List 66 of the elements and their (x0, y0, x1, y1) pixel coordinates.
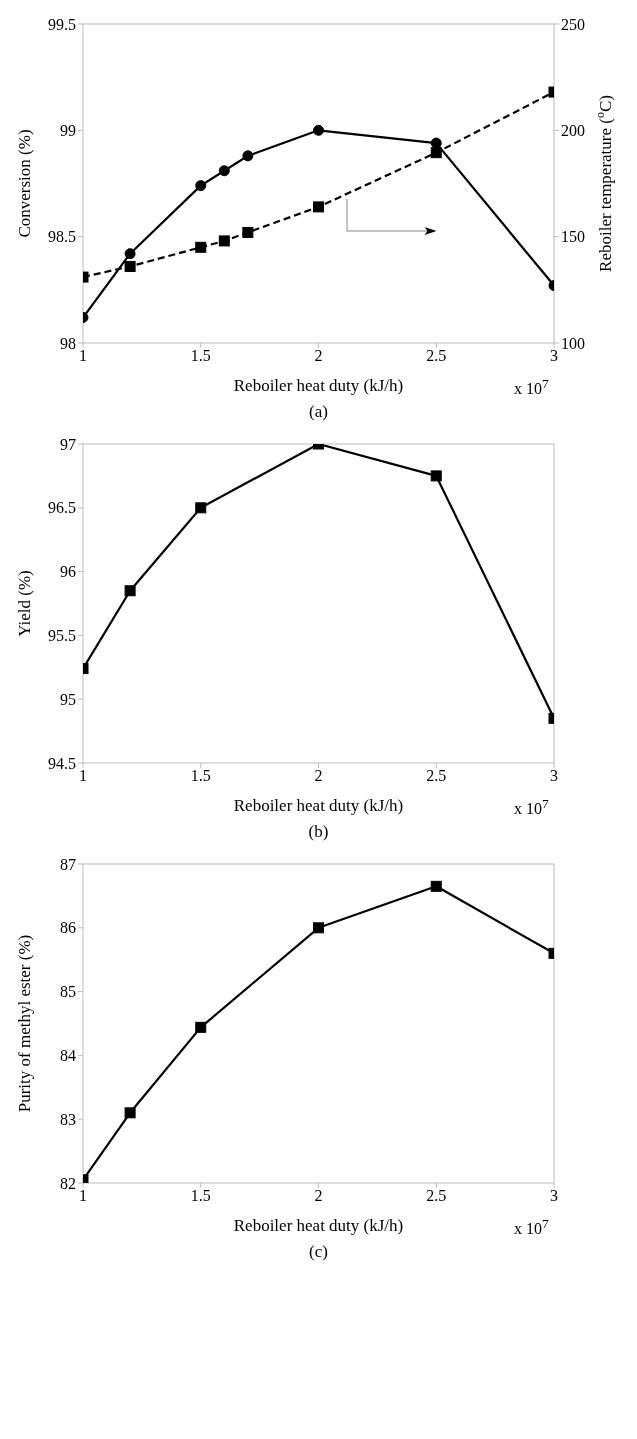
x-axis-title: Reboiler heat duty (kJ/h) (233, 376, 404, 395)
x-tick-label: 3 (550, 347, 558, 365)
y-tick-label: 83 (60, 1110, 76, 1128)
y-tick-label: 85 (60, 983, 76, 1001)
y-tick-label: 96 (60, 563, 76, 581)
point (242, 226, 254, 238)
y-tick-label: 99 (60, 122, 76, 140)
point (430, 147, 442, 159)
y-tick-label: 97 (60, 435, 76, 453)
point (430, 880, 442, 892)
y-tick-label: 94.5 (48, 754, 76, 772)
x-tick-label: 2.5 (426, 767, 447, 785)
y-tick-label: 98.5 (48, 228, 76, 246)
point (195, 1021, 207, 1033)
y-tick-label: 96.5 (48, 499, 76, 517)
point (124, 260, 136, 272)
point (124, 585, 136, 597)
point (218, 235, 230, 247)
point (124, 1107, 136, 1119)
point (430, 470, 442, 482)
x-tick-label: 2 (314, 1187, 323, 1205)
y-tick-label: 84 (60, 1047, 76, 1065)
text: (c) (308, 1242, 329, 1262)
y2-tick-label: 100 (561, 334, 585, 352)
point (195, 180, 207, 192)
text: (a) (308, 402, 329, 422)
x-tick-label: 2.5 (426, 347, 447, 365)
y-tick-label: 82 (60, 1174, 76, 1192)
x-tick-label: 1.5 (190, 347, 211, 365)
x-tick-label: 1.5 (190, 1187, 211, 1205)
x-axis-title: Reboiler heat duty (kJ/h) (233, 1216, 404, 1235)
x-tick-label: 2 (314, 347, 323, 365)
y-axis-title: Yield (%) (15, 570, 34, 637)
point (218, 165, 230, 177)
point (195, 502, 207, 514)
point (195, 241, 207, 253)
text: x 10$^{7}$ (514, 376, 549, 399)
x-tick-label: 3 (550, 767, 558, 785)
text: (b) (307, 822, 330, 842)
y-axis-title: Conversion (%) (15, 129, 34, 238)
x-tick-label: 2 (314, 767, 323, 785)
x-tick-label: 1 (79, 347, 87, 365)
x-tick-label: 1 (79, 767, 87, 785)
y2-tick-label: 150 (561, 228, 585, 246)
x-tick-label: 2.5 (426, 1187, 447, 1205)
text: x 10$^{7}$ (514, 796, 549, 819)
point (430, 137, 442, 149)
y2-tick-label: 250 (561, 15, 585, 33)
y-tick-label: 98 (60, 334, 76, 352)
x-tick-label: 3 (550, 1187, 558, 1205)
y-axis-title: Purity of methyl ester (%) (15, 934, 34, 1113)
y-tick-label: 95 (60, 690, 76, 708)
x-axis-title: Reboiler heat duty (kJ/h) (233, 796, 404, 815)
point (242, 150, 254, 162)
point (313, 201, 324, 213)
point (124, 248, 136, 260)
y-tick-label: 95.5 (48, 627, 76, 645)
x-tick-label: 1.5 (190, 767, 211, 785)
point (313, 124, 324, 136)
x-tick-label: 1 (79, 1187, 87, 1205)
text: x 10$^{7}$ (514, 1216, 549, 1239)
y-tick-label: 87 (60, 855, 76, 873)
y-tick-label: 99.5 (48, 15, 76, 33)
point (313, 922, 324, 934)
y2-tick-label: 200 (561, 122, 585, 140)
y-tick-label: 86 (60, 919, 76, 937)
